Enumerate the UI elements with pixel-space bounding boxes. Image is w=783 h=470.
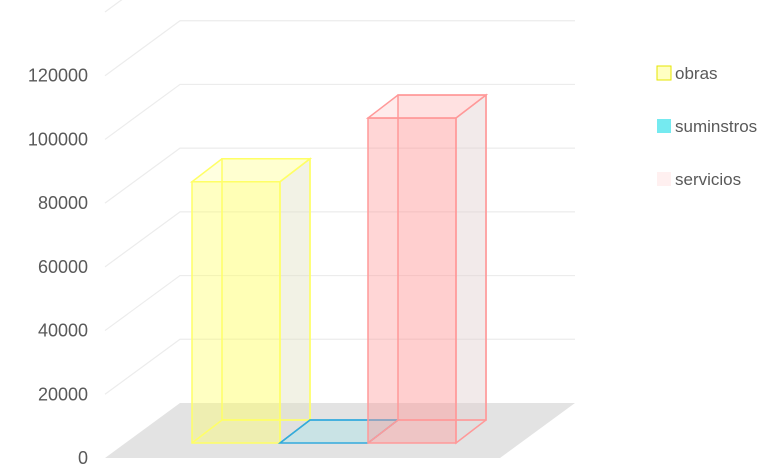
bar-front-face: [191, 181, 281, 444]
bar-side-face: [455, 93, 487, 445]
y-tick-label: 120000: [28, 66, 88, 86]
legend-label: servicios: [675, 170, 741, 189]
gridline: [104, 147, 575, 204]
y-tick-label: 40000: [38, 321, 88, 341]
gridline: [104, 274, 575, 332]
gridline: [104, 211, 575, 268]
legend-swatch: [657, 172, 671, 186]
gridline: [104, 338, 575, 395]
bar-front-face: [367, 117, 457, 444]
bar: [189, 157, 313, 445]
legend-swatch: [657, 119, 671, 133]
gridline: [104, 20, 575, 77]
bars: [189, 93, 489, 445]
gridline: [104, 0, 123, 13]
legend: obras suminstros servicios: [656, 64, 757, 189]
bar-side-face: [279, 157, 311, 445]
legend-label: obras: [675, 64, 718, 83]
y-tick-label: 0: [78, 448, 88, 468]
bar-back-face: [397, 94, 487, 421]
y-tick-label: 60000: [38, 257, 88, 277]
y-axis-ticks: 0 20000 40000 60000 80000 100000 120000: [28, 66, 88, 468]
legend-swatch: [656, 65, 672, 81]
y-tick-label: 80000: [38, 193, 88, 213]
bar: [365, 93, 489, 445]
legend-label: suminstros: [675, 117, 757, 136]
gridlines: [104, 0, 575, 395]
gridline: [104, 83, 575, 140]
y-tick-label: 100000: [28, 129, 88, 149]
y-tick-label: 20000: [38, 384, 88, 404]
